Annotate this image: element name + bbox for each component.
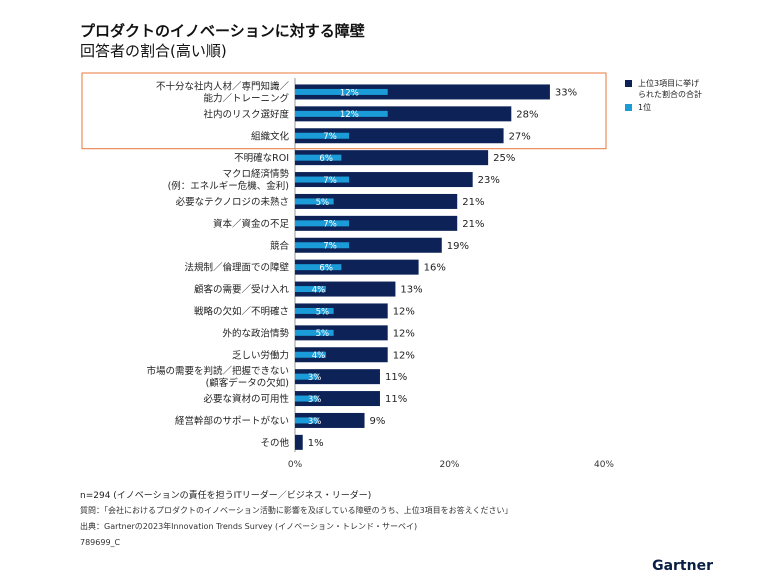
category-label: 外的な政治情勢 xyxy=(222,327,289,339)
bar-first xyxy=(295,242,350,249)
sample-note: n=294 (イノベーションの責任を担うITリーダー／ビジネス・リーダー) xyxy=(80,491,372,501)
bar-first-label: 7% xyxy=(323,242,337,252)
bar-first xyxy=(295,220,350,227)
chart-subtitle: 回答者の割合(高い順) xyxy=(80,42,227,60)
document-id: 789699_C xyxy=(80,538,121,547)
bar-total xyxy=(295,259,419,275)
category-label: 社内のリスク選好度 xyxy=(203,108,289,120)
bar-total xyxy=(295,303,388,319)
category-label: マクロ経済情勢(例：エネルギー危機、金利) xyxy=(168,168,290,192)
bar-first xyxy=(295,351,326,358)
category-label: 資本／資金の不足 xyxy=(213,218,290,230)
gartner-logo: Gartner xyxy=(652,558,713,574)
bar-first-label: 4% xyxy=(312,285,326,295)
bar-first-label: 7% xyxy=(323,220,337,230)
bar-first-label: 7% xyxy=(323,176,337,186)
bar-total-label: 21% xyxy=(462,197,484,208)
category-label: 戦略の欠如／不明確さ xyxy=(194,305,289,317)
bar-total-label: 1% xyxy=(308,438,324,449)
bar-first xyxy=(295,286,326,293)
source-note: 出典：Gartnerの2023年Innovation Trends Survey… xyxy=(80,522,418,531)
bar-first xyxy=(295,132,350,139)
bar-first xyxy=(295,417,319,424)
bar-total xyxy=(295,391,380,407)
bar-first-label: 4% xyxy=(312,351,326,361)
legend-label: 1位 xyxy=(638,102,651,112)
bar-first xyxy=(295,329,334,336)
bar-first-label: 6% xyxy=(319,154,333,164)
bar-first-label: 5% xyxy=(316,307,330,317)
bar-total xyxy=(295,412,365,428)
bar-first xyxy=(295,176,350,183)
bar-first xyxy=(295,110,388,117)
legend-swatch xyxy=(625,104,632,111)
survey-question: 質問：「会社におけるプロダクトのイノベーション活動に影響を及ぼしている障壁のうち… xyxy=(80,506,513,515)
bar-total xyxy=(295,369,380,385)
legend-swatch xyxy=(625,80,632,87)
category-label: 競合 xyxy=(270,240,290,252)
bar-total xyxy=(295,84,550,100)
bar-total xyxy=(295,237,442,253)
bar-total-label: 19% xyxy=(447,241,469,252)
bar-first-label: 12% xyxy=(340,88,359,98)
category-label: 必要なテクノロジの未熟さ xyxy=(176,196,289,208)
bar-total-label: 11% xyxy=(385,372,407,383)
bar-total-label: 12% xyxy=(393,350,415,361)
category-label: 不十分な社内人材／専門知識／能力／トレーニング xyxy=(156,80,290,104)
bar-first-label: 3% xyxy=(308,373,322,383)
bar-total xyxy=(295,150,489,166)
category-label: 経営幹部のサポートがない xyxy=(175,415,289,427)
bar-total-label: 25% xyxy=(493,153,515,164)
legend-label: 上位3項目に挙げられた割合の合計 xyxy=(638,78,702,99)
bar-total xyxy=(295,281,396,297)
bar-total-label: 23% xyxy=(478,175,500,186)
x-tick-label: 40% xyxy=(594,460,614,470)
bar-total-label: 13% xyxy=(400,285,422,296)
chart-title: プロダクトのイノベーションに対する障壁 xyxy=(80,22,365,40)
bar-total-label: 28% xyxy=(516,109,538,120)
bar-total xyxy=(295,215,458,231)
bar-first xyxy=(295,88,388,95)
bar-first xyxy=(295,395,319,402)
bar-first xyxy=(295,154,342,161)
bar-first xyxy=(295,264,342,271)
category-label: 組織文化 xyxy=(251,130,290,142)
bar-first-label: 7% xyxy=(323,132,337,142)
bar-first-label: 5% xyxy=(316,198,330,208)
bar-total xyxy=(295,128,504,144)
bar-total xyxy=(295,347,388,363)
x-tick-label: 20% xyxy=(439,460,459,470)
bar-total-label: 21% xyxy=(462,219,484,230)
bar-first xyxy=(295,198,334,205)
bar-total-label: 9% xyxy=(370,416,386,427)
bar-total-label: 11% xyxy=(385,394,407,405)
bar-total xyxy=(295,172,473,188)
bar-first xyxy=(295,307,334,314)
bar-total-label: 33% xyxy=(555,87,577,98)
bar-first xyxy=(295,373,319,380)
highlight-box xyxy=(81,72,607,150)
x-tick-label: 0% xyxy=(288,460,303,470)
category-label: その他 xyxy=(260,437,289,449)
bar-first-label: 12% xyxy=(340,110,359,120)
bar-first-label: 3% xyxy=(308,395,322,405)
category-label: 不明確なROI xyxy=(234,152,289,164)
bar-first-label: 5% xyxy=(316,329,330,339)
category-label: 必要な資材の可用性 xyxy=(203,393,289,405)
category-label: 顧客の需要／受け入れ xyxy=(194,284,290,296)
category-label: 市場の需要を判読／把握できない(顧客データの欠如) xyxy=(146,365,289,389)
bar-first-label: 3% xyxy=(308,417,322,427)
bar-total-label: 12% xyxy=(393,328,415,339)
bar-total-label: 16% xyxy=(424,263,446,274)
bar-total xyxy=(295,325,388,341)
bar-total-label: 27% xyxy=(509,131,531,142)
bar-total xyxy=(295,193,458,209)
category-label: 乏しい労働力 xyxy=(232,349,289,361)
bar-total xyxy=(295,106,512,122)
bar-total-label: 12% xyxy=(393,306,415,317)
category-label: 法規制／倫理面での障壁 xyxy=(184,262,289,274)
bar-total xyxy=(295,434,303,450)
bar-first-label: 6% xyxy=(319,263,333,273)
